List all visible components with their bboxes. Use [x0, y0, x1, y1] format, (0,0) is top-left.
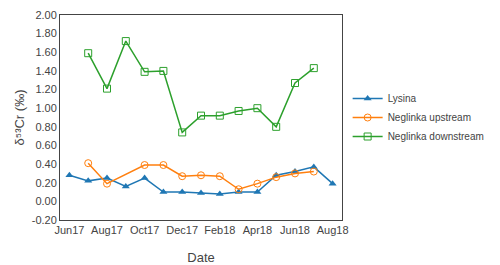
svg-text:Aug18: Aug18: [317, 224, 349, 236]
svg-text:0.80: 0.80: [35, 121, 56, 133]
svg-text:0.00: 0.00: [35, 195, 56, 207]
svg-text:2.00: 2.00: [35, 9, 56, 21]
svg-text:-0.20: -0.20: [32, 214, 57, 226]
svg-text:0.20: 0.20: [35, 177, 56, 189]
svg-text:δ⁵³Cr (‰): δ⁵³Cr (‰): [12, 90, 27, 146]
svg-text:1.00: 1.00: [35, 102, 56, 114]
svg-text:Dec17: Dec17: [166, 224, 198, 236]
svg-text:Apr18: Apr18: [243, 224, 272, 236]
svg-text:Jun17: Jun17: [54, 224, 84, 236]
svg-text:Neglinka upstream: Neglinka upstream: [388, 112, 471, 123]
svg-text:1.80: 1.80: [35, 27, 56, 39]
svg-text:Date: Date: [187, 250, 214, 265]
svg-text:1.60: 1.60: [35, 46, 56, 58]
svg-text:Neglinka downstream: Neglinka downstream: [388, 131, 484, 142]
svg-text:Jun18: Jun18: [280, 224, 310, 236]
svg-text:Oct17: Oct17: [130, 224, 159, 236]
svg-text:0.60: 0.60: [35, 139, 56, 151]
svg-text:1.20: 1.20: [35, 83, 56, 95]
svg-text:0.40: 0.40: [35, 158, 56, 170]
svg-text:Feb18: Feb18: [204, 224, 235, 236]
svg-text:Lysina: Lysina: [388, 93, 417, 104]
svg-text:Aug17: Aug17: [91, 224, 123, 236]
svg-text:1.40: 1.40: [35, 65, 56, 77]
